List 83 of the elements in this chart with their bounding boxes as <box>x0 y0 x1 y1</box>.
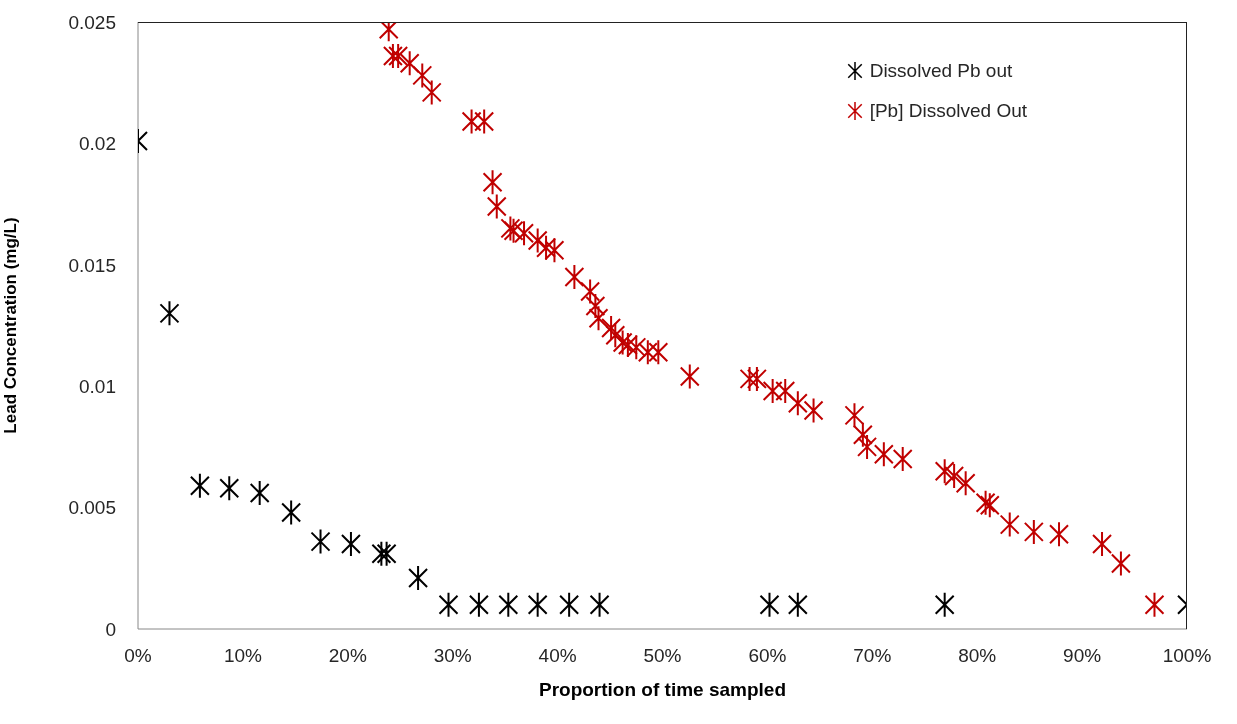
point <box>527 227 548 254</box>
point <box>382 42 403 69</box>
point <box>461 108 482 135</box>
point <box>934 591 955 618</box>
x-tick-label: 90% <box>1063 645 1102 667</box>
point <box>468 591 489 618</box>
point <box>759 591 780 618</box>
point <box>408 565 429 592</box>
point <box>399 50 420 77</box>
point <box>601 314 622 341</box>
point <box>498 591 519 618</box>
point <box>219 475 240 502</box>
point <box>1144 591 1165 618</box>
x-tick-label: 10% <box>223 645 263 667</box>
point <box>775 378 796 405</box>
x-tick-label: 60% <box>748 645 787 667</box>
point <box>637 339 658 366</box>
point <box>421 79 442 106</box>
y-tick-label: 0.005 <box>68 497 116 519</box>
legend-label: [Pb] Dissolved Out <box>869 100 1027 122</box>
point <box>589 591 610 618</box>
point <box>438 591 459 618</box>
point <box>944 463 965 490</box>
x-tick-label: 30% <box>433 645 472 667</box>
point <box>617 331 638 358</box>
point <box>527 591 548 618</box>
x-axis-title: Proportion of time sampled <box>538 679 787 700</box>
point <box>787 591 808 618</box>
x-tick-label: 100% <box>1162 645 1212 667</box>
x-tick-label: 40% <box>538 645 577 667</box>
point <box>482 169 503 196</box>
point <box>612 329 633 356</box>
point <box>999 511 1020 538</box>
point <box>371 540 392 567</box>
point <box>474 108 495 135</box>
point <box>249 480 270 507</box>
point <box>376 540 397 567</box>
x-tick-label: 70% <box>853 645 892 667</box>
x-tick-label: 20% <box>328 645 367 667</box>
point <box>486 193 507 220</box>
point <box>340 531 361 558</box>
legend-label: Dissolved Pb out <box>869 60 1013 82</box>
point <box>955 470 976 497</box>
point <box>605 322 626 349</box>
point <box>281 499 302 526</box>
y-tick-label: 0.02 <box>79 133 116 155</box>
point <box>1110 550 1131 577</box>
point <box>536 234 557 261</box>
x-tick-label: 0% <box>124 645 152 667</box>
point <box>762 378 783 405</box>
y-axis-title: Lead Concentration (mg/L) <box>1 217 21 434</box>
point <box>559 591 580 618</box>
point <box>388 42 409 69</box>
point <box>1049 521 1070 548</box>
y-tick-label: 0.025 <box>68 11 116 33</box>
point <box>626 334 647 361</box>
y-tick-label: 0.015 <box>68 254 116 276</box>
point <box>852 421 873 448</box>
point <box>934 458 955 485</box>
point <box>580 278 601 305</box>
point <box>844 402 865 429</box>
y-tick-label: 0.01 <box>79 375 116 397</box>
point <box>159 300 180 327</box>
point <box>564 263 585 290</box>
point <box>544 237 565 264</box>
point <box>310 528 331 555</box>
point <box>1092 531 1113 558</box>
point <box>803 397 824 424</box>
point <box>787 390 808 417</box>
point <box>648 339 669 366</box>
x-tick-label: 80% <box>958 645 997 667</box>
point <box>679 363 700 390</box>
x-tick-label: 50% <box>643 645 682 667</box>
point <box>514 220 535 247</box>
point <box>873 441 894 468</box>
point <box>746 365 767 392</box>
point <box>1023 518 1044 545</box>
point <box>412 62 433 89</box>
y-tick-label: 0 <box>105 618 116 640</box>
point <box>189 472 210 499</box>
point <box>892 446 913 473</box>
point <box>857 433 878 460</box>
point <box>739 365 760 392</box>
